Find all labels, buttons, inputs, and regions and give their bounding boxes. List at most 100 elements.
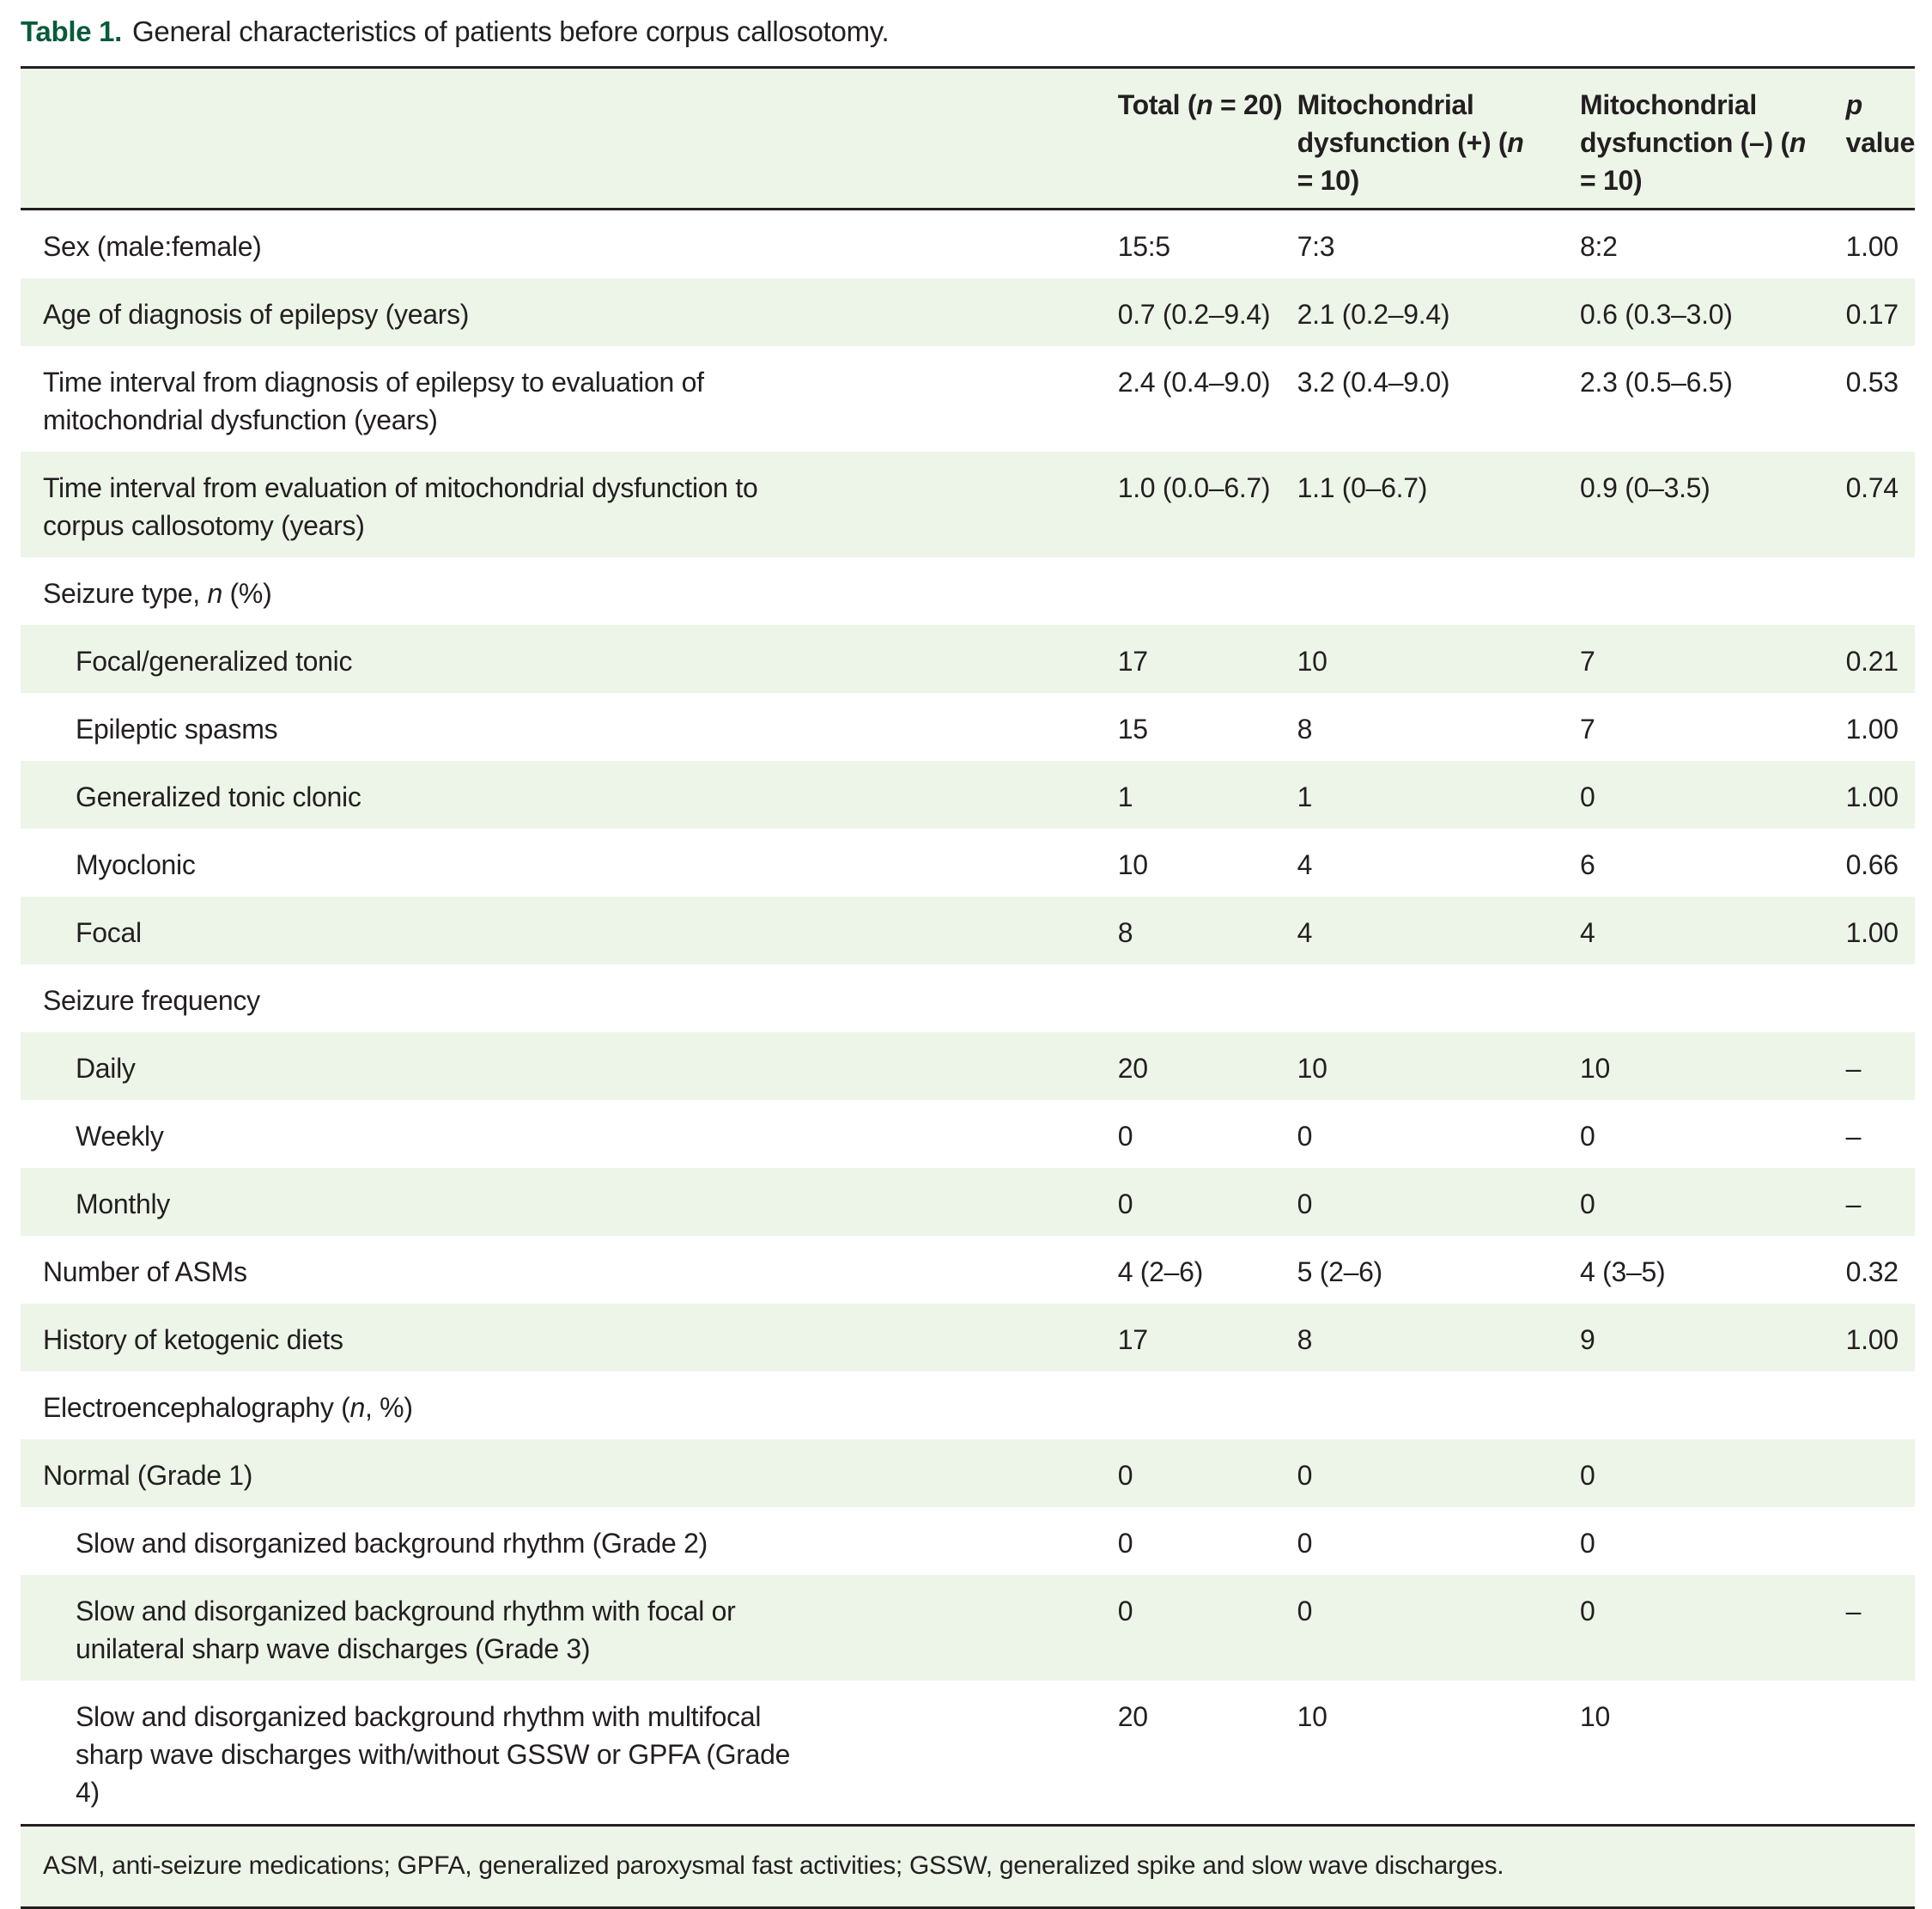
p-value-cell: 0.32 [1845, 1256, 1899, 1287]
total-cell: 15:5 [1117, 231, 1170, 262]
total-cell: 2.4 (0.4–9.0) [1117, 367, 1271, 398]
header-total: Total (n = 20) [1117, 89, 1283, 120]
total-cell: 0 [1117, 1460, 1133, 1491]
row-label: Time interval from evaluation of mitocho… [43, 472, 758, 541]
table-row: Generalized tonic clonic 1 1 0 1.00 [21, 761, 1915, 829]
header-mito-neg: Mitochondrial dysfunction (–) (n = 10) [1580, 89, 1807, 196]
row-label: Number of ASMs [43, 1256, 247, 1287]
mito-neg-cell: 7 [1580, 646, 1595, 677]
p-value-cell [1846, 557, 1915, 625]
table-caption: Table 1. General characteristics of patie… [21, 15, 890, 48]
total-cell: 0 [1117, 1528, 1133, 1559]
p-value-cell: – [1845, 1189, 1862, 1219]
total-cell: 0.7 (0.2–9.4) [1117, 299, 1271, 330]
table-row: Myoclonic 10 4 6 0.66 [21, 829, 1915, 897]
mito-pos-cell [1297, 1371, 1580, 1439]
table-row: Number of ASMs 4 (2–6) 5 (2–6) 4 (3–5) 0.32 [21, 1236, 1915, 1304]
row-label: Myoclonic [76, 849, 196, 880]
mito-neg-cell: 0 [1580, 1460, 1595, 1491]
table-title: General characteristics of patients befo… [132, 15, 890, 47]
header-empty [21, 68, 1118, 210]
mito-pos-cell: 10 [1297, 646, 1327, 677]
mito-neg-cell: 0 [1580, 1189, 1595, 1219]
mito-neg-cell: 0.9 (0–3.5) [1580, 472, 1710, 503]
mito-neg-cell [1580, 964, 1846, 1032]
row-label: Weekly [76, 1121, 164, 1152]
table-row: Slow and disorganized background rhythm … [21, 1575, 1915, 1681]
row-label: Slow and disorganized background rhythm … [76, 1596, 736, 1664]
characteristics-table: Total (n = 20) Mitochondrial dysfunction… [21, 66, 1915, 1909]
p-value-cell: 0.21 [1845, 646, 1899, 677]
mito-neg-cell: 4 (3–5) [1580, 1256, 1666, 1287]
table-row: Focal 8 4 4 1.00 [21, 897, 1915, 964]
p-value-cell: 1.00 [1845, 1324, 1899, 1355]
mito-pos-cell: 7:3 [1297, 231, 1335, 262]
p-value-cell: 0.53 [1845, 367, 1899, 398]
mito-neg-cell: 7 [1580, 714, 1595, 745]
row-label: Daily [76, 1053, 136, 1084]
table-row: Time interval from diagnosis of epilepsy… [21, 346, 1915, 452]
p-value-cell: – [1845, 1053, 1862, 1084]
p-value-cell [1846, 964, 1915, 1032]
header-mito-pos: Mitochondrial dysfunction (+) (n = 10) [1297, 89, 1524, 196]
p-value-cell: – [1845, 1121, 1862, 1152]
mito-neg-cell: 6 [1580, 849, 1595, 880]
total-cell: 0 [1117, 1596, 1133, 1626]
mito-neg-cell: 8:2 [1580, 231, 1618, 262]
table-row: Epileptic spasms 15 8 7 1.00 [21, 693, 1915, 761]
mito-neg-cell [1580, 1371, 1846, 1439]
header-row: Total (n = 20) Mitochondrial dysfunction… [21, 67, 1916, 210]
mito-pos-cell: 5 (2–6) [1297, 1256, 1383, 1287]
row-label: Focal [76, 917, 142, 948]
row-label: Seizure frequency [43, 985, 260, 1016]
mito-pos-cell [1297, 964, 1580, 1032]
total-cell: 0 [1117, 1189, 1133, 1219]
mito-neg-cell: 0 [1580, 1528, 1595, 1559]
table-row: Focal/generalized tonic 17 10 7 0.21 [21, 625, 1915, 693]
total-cell: 20 [1117, 1053, 1148, 1084]
total-cell [1118, 1371, 1297, 1439]
row-label: Slow and disorganized background rhythm … [76, 1701, 791, 1808]
p-value-cell: 0.66 [1845, 849, 1899, 880]
total-cell: 17 [1117, 1324, 1148, 1355]
header-p-value: p value [1845, 89, 1916, 158]
table-row: Electroencephalography (n, %) [21, 1371, 1915, 1439]
table-row: Monthly 0 0 0 – [21, 1168, 1915, 1236]
footnote: ASM, anti-seizure medications; GPFA, gen… [43, 1851, 1504, 1880]
table-body: Sex (male:female) 15:5 7:3 8:2 1.00 Age of di… [21, 210, 1915, 1826]
mito-pos-cell: 0 [1297, 1460, 1313, 1491]
table-row: Weekly 0 0 0 – [21, 1100, 1915, 1168]
table-row: Slow and disorganized background rhythm … [21, 1681, 1915, 1826]
table-row: Daily 20 10 10 – [21, 1032, 1915, 1100]
table-row: Sex (male:female) 15:5 7:3 8:2 1.00 [21, 210, 1915, 279]
p-value-cell: 1.00 [1845, 781, 1899, 812]
mito-pos-cell: 10 [1297, 1053, 1327, 1084]
p-value-cell [1846, 1507, 1915, 1575]
mito-pos-cell: 0 [1297, 1121, 1313, 1152]
p-value-cell: 1.00 [1845, 714, 1899, 745]
mito-neg-cell: 10 [1580, 1701, 1611, 1732]
total-cell: 10 [1117, 849, 1148, 880]
row-label: Time interval from diagnosis of epilepsy… [43, 367, 704, 435]
mito-pos-cell: 3.2 (0.4–9.0) [1297, 367, 1450, 398]
mito-pos-cell: 0 [1297, 1528, 1313, 1559]
row-label: Normal (Grade 1) [43, 1460, 253, 1491]
mito-pos-cell: 8 [1297, 1324, 1313, 1355]
row-label: Generalized tonic clonic [76, 781, 361, 812]
mito-neg-cell: 0.6 (0.3–3.0) [1580, 299, 1733, 330]
mito-pos-cell: 10 [1297, 1701, 1327, 1732]
total-cell: 4 (2–6) [1117, 1256, 1204, 1287]
table-row: Seizure frequency [21, 964, 1915, 1032]
mito-neg-cell: 0 [1580, 781, 1595, 812]
p-value-cell [1846, 1371, 1915, 1439]
row-label: Monthly [76, 1189, 170, 1219]
row-label: Age of diagnosis of epilepsy (years) [43, 299, 470, 330]
table-row: History of ketogenic diets 17 8 9 1.00 [21, 1304, 1915, 1371]
mito-neg-cell: 9 [1580, 1324, 1595, 1355]
p-value-cell: – [1845, 1596, 1862, 1626]
p-value-cell: 1.00 [1845, 917, 1899, 948]
total-cell [1118, 557, 1297, 625]
total-cell: 8 [1117, 917, 1133, 948]
row-label: Focal/generalized tonic [76, 646, 353, 677]
table-row: Normal (Grade 1) 0 0 0 [21, 1439, 1915, 1507]
